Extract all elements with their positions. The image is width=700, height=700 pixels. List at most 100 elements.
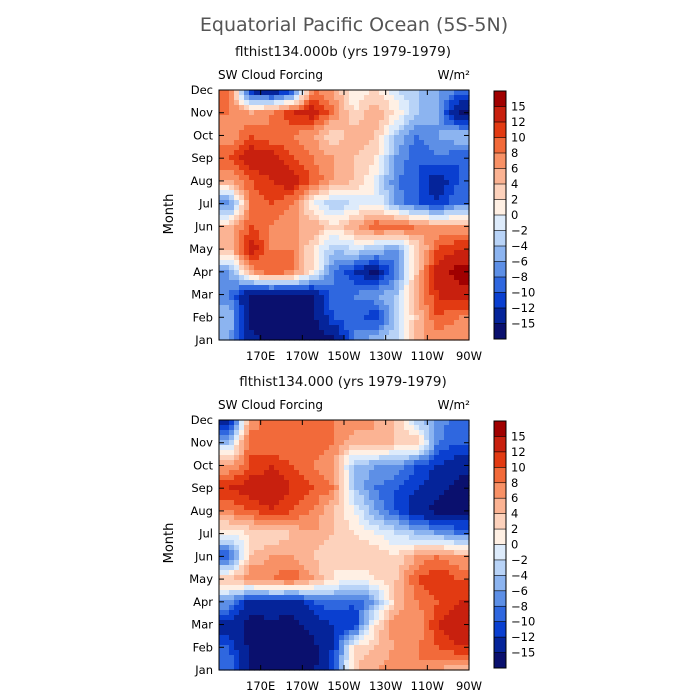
heatmap-cell bbox=[399, 90, 405, 96]
heatmap-cell bbox=[304, 450, 310, 456]
heatmap-cell bbox=[414, 115, 420, 121]
heatmap-cell bbox=[294, 440, 300, 446]
heatmap-cell bbox=[454, 300, 460, 306]
heatmap-cell bbox=[429, 135, 435, 141]
heatmap-cell bbox=[364, 645, 370, 651]
heatmap-cell bbox=[329, 105, 335, 111]
heatmap-cell bbox=[434, 440, 440, 446]
heatmap-cell bbox=[239, 520, 245, 526]
heatmap-cell bbox=[344, 170, 350, 176]
heatmap-cell bbox=[414, 95, 420, 101]
heatmap-cell bbox=[354, 210, 360, 216]
heatmap-cell bbox=[414, 205, 420, 211]
heatmap-cell bbox=[414, 510, 420, 516]
heatmap-cell bbox=[384, 535, 390, 541]
heatmap-cell bbox=[264, 475, 270, 481]
heatmap-cell bbox=[234, 465, 240, 471]
heatmap-cell bbox=[259, 565, 265, 571]
heatmap-cell bbox=[274, 335, 280, 341]
heatmap-cell bbox=[219, 95, 225, 101]
heatmap-cell bbox=[404, 520, 410, 526]
heatmap-cell bbox=[289, 570, 295, 576]
heatmap-cell bbox=[279, 495, 285, 501]
heatmap-cell bbox=[424, 495, 430, 501]
heatmap-cell bbox=[314, 610, 320, 616]
heatmap-cell bbox=[434, 445, 440, 451]
heatmap-cell bbox=[324, 465, 330, 471]
heatmap-cell bbox=[449, 300, 455, 306]
heatmap-cell bbox=[304, 445, 310, 451]
heatmap-cell bbox=[359, 455, 365, 461]
heatmap-cell bbox=[339, 545, 345, 551]
heatmap-cell bbox=[244, 140, 250, 146]
heatmap-cell bbox=[289, 170, 295, 176]
heatmap-cell bbox=[364, 545, 370, 551]
heatmap-cell bbox=[224, 595, 230, 601]
heatmap-cell bbox=[234, 275, 240, 281]
heatmap-cell bbox=[254, 515, 260, 521]
heatmap-cell bbox=[354, 100, 360, 106]
heatmap-cell bbox=[359, 485, 365, 491]
heatmap-cell bbox=[354, 185, 360, 191]
heatmap-cell bbox=[229, 275, 235, 281]
heatmap-cell bbox=[254, 330, 260, 336]
heatmap-cell bbox=[359, 525, 365, 531]
heatmap-cell bbox=[414, 225, 420, 231]
heatmap-cell bbox=[309, 310, 315, 316]
heatmap-cell bbox=[459, 170, 465, 176]
heatmap-cell bbox=[449, 500, 455, 506]
heatmap-cell bbox=[409, 295, 415, 301]
heatmap-cell bbox=[394, 650, 400, 656]
heatmap-cell bbox=[314, 615, 320, 621]
heatmap-cell bbox=[409, 480, 415, 486]
heatmap-cell bbox=[289, 430, 295, 436]
heatmap-cell bbox=[399, 600, 405, 606]
heatmap-cell bbox=[229, 230, 235, 236]
heatmap-cell bbox=[289, 140, 295, 146]
heatmap-cell bbox=[314, 260, 320, 266]
heatmap-cell bbox=[434, 480, 440, 486]
heatmap-cell bbox=[374, 150, 380, 156]
heatmap-cell bbox=[264, 445, 270, 451]
heatmap-cell bbox=[374, 305, 380, 311]
heatmap-cell bbox=[464, 320, 470, 326]
heatmap-cell bbox=[294, 535, 300, 541]
heatmap-cell bbox=[434, 150, 440, 156]
heatmap-cell bbox=[229, 205, 235, 211]
heatmap-cell bbox=[419, 560, 425, 566]
heatmap-cell bbox=[279, 245, 285, 251]
heatmap-cell bbox=[424, 250, 430, 256]
heatmap-cell bbox=[389, 465, 395, 471]
heatmap-cell bbox=[349, 180, 355, 186]
heatmap-cell bbox=[464, 475, 470, 481]
heatmap-cell bbox=[399, 330, 405, 336]
heatmap-cell bbox=[219, 585, 225, 591]
heatmap-cell bbox=[344, 630, 350, 636]
heatmap-cell bbox=[454, 605, 460, 611]
heatmap-cell bbox=[269, 105, 275, 111]
heatmap-cell bbox=[379, 495, 385, 501]
heatmap-cell bbox=[364, 315, 370, 321]
heatmap-cell bbox=[404, 170, 410, 176]
heatmap-cell bbox=[299, 480, 305, 486]
heatmap-cell bbox=[464, 580, 470, 586]
heatmap-cell bbox=[369, 300, 375, 306]
heatmap-cell bbox=[319, 310, 325, 316]
heatmap-cell bbox=[309, 100, 315, 106]
heatmap-cell bbox=[284, 505, 290, 511]
heatmap-cell bbox=[464, 235, 470, 241]
heatmap-cell bbox=[424, 280, 430, 286]
heatmap-cell bbox=[254, 305, 260, 311]
heatmap-cell bbox=[404, 430, 410, 436]
heatmap-cell bbox=[339, 100, 345, 106]
heatmap-cell bbox=[434, 585, 440, 591]
heatmap-cell bbox=[364, 295, 370, 301]
heatmap-cell bbox=[294, 510, 300, 516]
heatmap-cell bbox=[414, 220, 420, 226]
heatmap-cell bbox=[319, 205, 325, 211]
heatmap-cell bbox=[434, 240, 440, 246]
heatmap-cell bbox=[264, 630, 270, 636]
colorbar-label: 10 bbox=[511, 131, 526, 145]
heatmap-cell bbox=[379, 540, 385, 546]
heatmap-cell bbox=[219, 615, 225, 621]
